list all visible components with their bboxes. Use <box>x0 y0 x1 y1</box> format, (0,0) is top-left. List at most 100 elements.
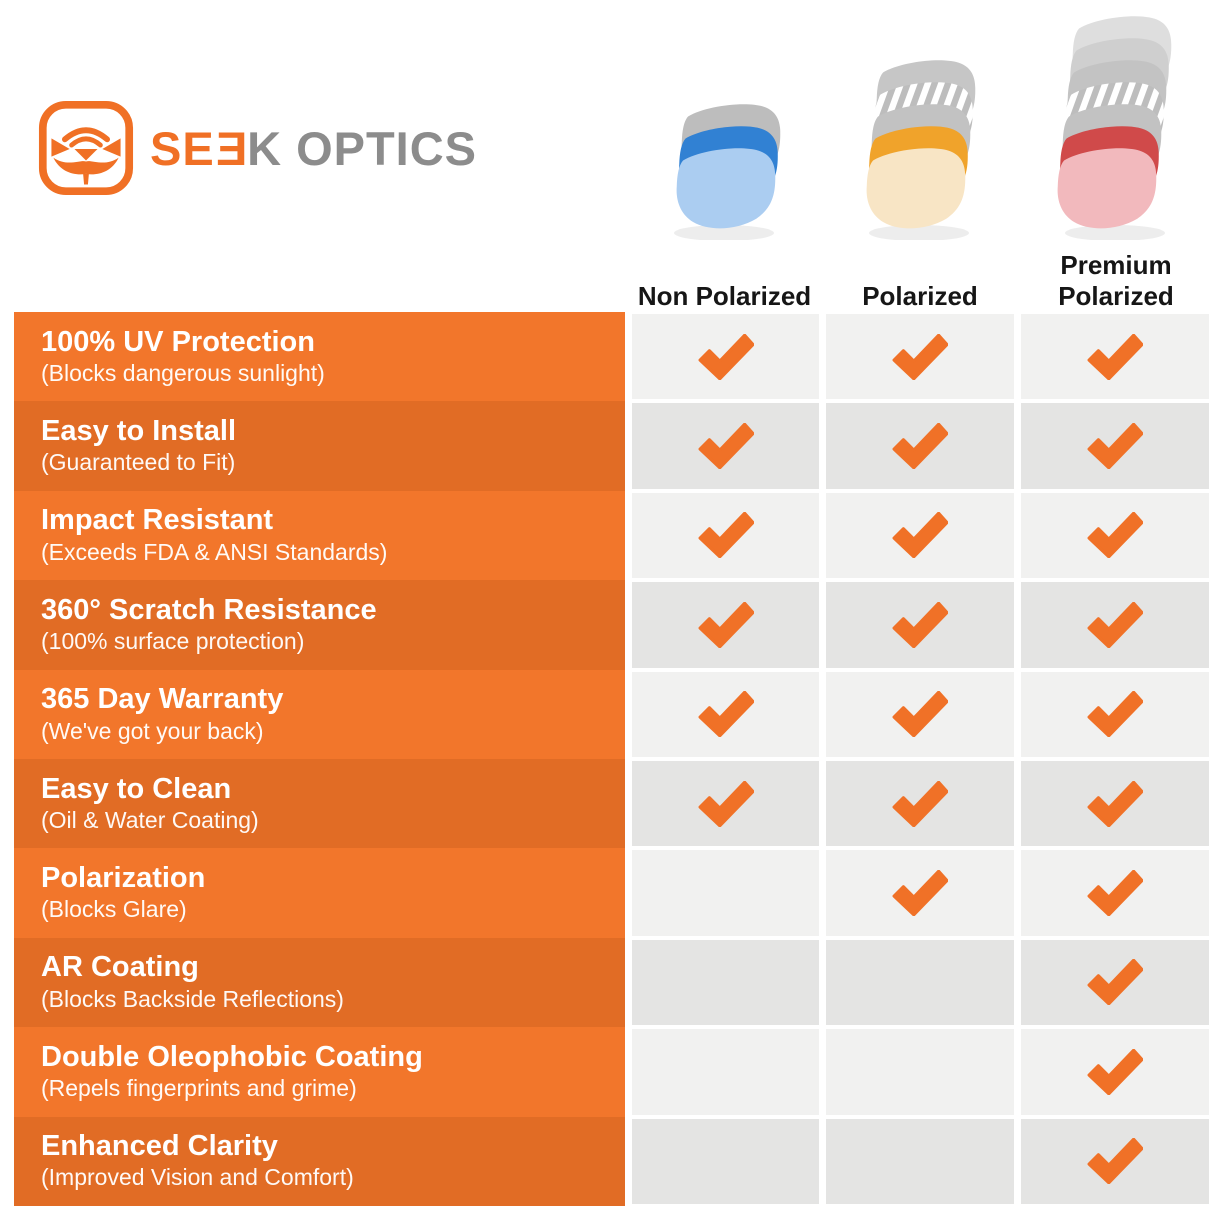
check-cell-checked <box>1021 937 1209 1028</box>
check-icon <box>698 333 754 380</box>
check-icon <box>1087 423 1143 470</box>
check-icon <box>892 512 948 559</box>
feature-title: 360° Scratch Resistance <box>41 593 377 626</box>
check-icon <box>1087 870 1143 917</box>
check-cell-checked <box>632 401 819 491</box>
check-cell-empty <box>632 1116 819 1206</box>
check-icon <box>1087 512 1143 559</box>
check-icon <box>698 423 754 470</box>
check-cell-checked <box>826 401 1014 491</box>
feature-cell-3: Impact Resistant (Exceeds FDA & ANSI Stan… <box>14 490 625 581</box>
column-label-premium-polarized: Premium Polarized <box>1058 249 1174 311</box>
check-cell-checked <box>1021 580 1209 670</box>
feature-subtitle: (Oil & Water Coating) <box>41 806 259 833</box>
feature-cell-1: 100% UV Protection (Blocks dangerous sunl… <box>14 312 625 402</box>
feature-title: 100% UV Protection <box>41 325 315 358</box>
feature-cell-8: AR Coating (Blocks Backside Reflections) <box>14 937 625 1028</box>
feature-cell-4: 360° Scratch Resistance (100% surface pro… <box>14 580 625 670</box>
feature-subtitle: (Blocks Backside Reflections) <box>41 985 344 1012</box>
seek-optics-glasses-icon <box>38 100 134 196</box>
check-icon <box>1087 601 1143 648</box>
brand-logo-text: SEEK OPTICS <box>150 121 477 176</box>
check-icon <box>892 691 948 738</box>
check-icon <box>1087 1138 1143 1185</box>
check-cell-checked <box>632 669 819 759</box>
feature-subtitle: (Blocks dangerous sunlight) <box>41 359 325 386</box>
check-icon <box>892 423 948 470</box>
feature-title: AR Coating <box>41 951 199 984</box>
check-cell-checked <box>1021 490 1209 581</box>
feature-cell-5: 365 Day Warranty (We've got your back) <box>14 669 625 759</box>
check-cell-checked <box>1021 669 1209 759</box>
header-col-polarized: Polarized <box>826 14 1014 312</box>
feature-title: Impact Resistant <box>41 504 274 537</box>
check-cell-checked <box>826 848 1014 938</box>
check-cell-checked <box>826 312 1014 402</box>
check-icon <box>892 870 948 917</box>
check-cell-empty <box>826 937 1014 1028</box>
feature-cell-7: Polarization (Blocks Glare) <box>14 848 625 938</box>
column-label-non-polarized: Non Polarized <box>637 280 812 311</box>
feature-subtitle: (Guaranteed to Fit) <box>41 449 236 476</box>
check-cell-empty <box>632 1027 819 1117</box>
check-cell-checked <box>826 580 1014 670</box>
check-cell-checked <box>632 580 819 670</box>
feature-cell-9: Double Oleophobic Coating (Repels fingerp… <box>14 1027 625 1117</box>
column-label-polarized: Polarized <box>862 280 978 311</box>
check-icon <box>698 512 754 559</box>
feature-title: Enhanced Clarity <box>41 1130 278 1163</box>
non-polarized-lens-icon <box>650 102 800 240</box>
check-icon <box>1087 959 1143 1006</box>
feature-subtitle: (Exceeds FDA & ANSI Standards) <box>41 538 388 565</box>
premium-polarized-lens-icon <box>1041 14 1191 240</box>
check-cell-checked <box>1021 1116 1209 1206</box>
feature-cell-10: Enhanced Clarity (Improved Vision and Com… <box>14 1116 625 1206</box>
check-cell-checked <box>826 758 1014 849</box>
check-icon <box>698 780 754 827</box>
check-icon <box>892 333 948 380</box>
check-icon <box>698 691 754 738</box>
check-cell-checked <box>632 490 819 581</box>
feature-title: Easy to Install <box>41 415 237 448</box>
feature-title: Polarization <box>41 862 206 894</box>
check-cell-checked <box>826 490 1014 581</box>
check-cell-empty <box>826 1027 1014 1117</box>
check-cell-checked <box>1021 848 1209 938</box>
feature-title: 365 Day Warranty <box>41 683 284 716</box>
check-icon <box>892 601 948 648</box>
check-cell-empty <box>826 1116 1014 1206</box>
check-cell-checked <box>826 669 1014 759</box>
feature-cell-6: Easy to Clean (Oil & Water Coating) <box>14 758 625 849</box>
polarized-lens-icon <box>845 58 995 240</box>
header-col-non-polarized: Non Polarized <box>631 14 818 312</box>
lens-type-header-row: Non Polarized Polarized Premium Polarize… <box>631 14 1210 311</box>
logo-text-k-optics: K OPTICS <box>247 121 478 175</box>
comparison-table: 100% UV Protection (Blocks dangerous sunl… <box>14 312 1209 1206</box>
logo-text-se: SE <box>150 121 215 175</box>
brand-logo: SEEK OPTICS <box>38 100 477 196</box>
check-icon <box>1087 333 1143 380</box>
check-icon <box>1087 780 1143 827</box>
check-cell-checked <box>632 312 819 402</box>
feature-subtitle: (Blocks Glare) <box>41 896 187 923</box>
feature-subtitle: (Repels fingerprints and grime) <box>41 1075 357 1102</box>
header-col-premium-polarized: Premium Polarized <box>1022 14 1210 312</box>
check-cell-checked <box>632 758 819 849</box>
feature-title: Easy to Clean <box>41 772 232 805</box>
feature-cell-2: Easy to Install (Guaranteed to Fit) <box>14 401 625 491</box>
check-cell-checked <box>1021 1027 1209 1117</box>
check-icon <box>698 601 754 648</box>
check-cell-checked <box>1021 758 1209 849</box>
check-cell-checked <box>1021 312 1209 402</box>
feature-subtitle: (We've got your back) <box>41 717 264 744</box>
check-cell-empty <box>632 937 819 1028</box>
feature-title: Double Oleophobic Coating <box>41 1040 423 1073</box>
feature-subtitle: (100% surface protection) <box>41 628 305 655</box>
check-cell-checked <box>1021 401 1209 491</box>
feature-subtitle: (Improved Vision and Comfort) <box>41 1164 354 1191</box>
check-icon <box>1087 1048 1143 1095</box>
check-icon <box>1087 691 1143 738</box>
check-icon <box>892 780 948 827</box>
check-cell-empty <box>632 848 819 938</box>
